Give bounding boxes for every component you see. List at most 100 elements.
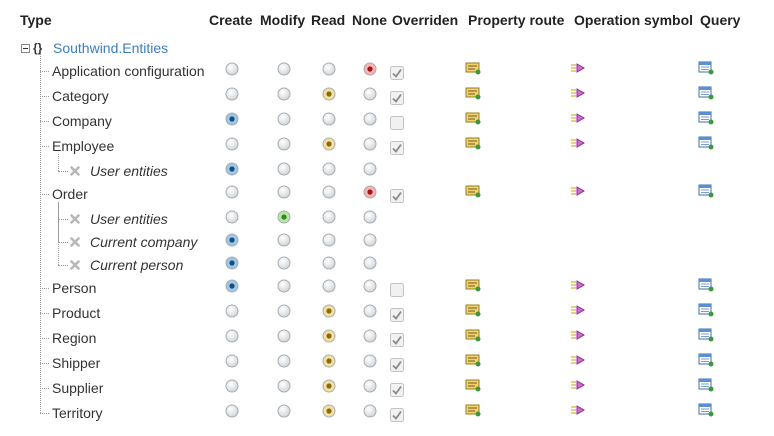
radio-modify[interactable] <box>277 210 291 224</box>
radio-create[interactable] <box>225 137 239 151</box>
property-route-icon[interactable] <box>465 353 481 367</box>
operation-symbol-icon[interactable] <box>570 278 586 292</box>
radio-none[interactable] <box>363 210 377 224</box>
query-icon[interactable] <box>698 184 714 198</box>
radio-modify[interactable] <box>277 137 291 151</box>
radio-read[interactable] <box>322 233 336 247</box>
radio-none[interactable] <box>363 112 377 126</box>
query-icon[interactable] <box>698 303 714 317</box>
query-icon[interactable] <box>698 403 714 417</box>
operation-symbol-icon[interactable] <box>570 111 586 125</box>
radio-create[interactable] <box>225 62 239 76</box>
radio-modify[interactable] <box>277 87 291 101</box>
property-route-icon[interactable] <box>465 303 481 317</box>
radio-create[interactable] <box>225 354 239 368</box>
radio-create[interactable] <box>225 379 239 393</box>
radio-read[interactable] <box>322 304 336 318</box>
query-icon[interactable] <box>698 378 714 392</box>
property-route-icon[interactable] <box>465 184 481 198</box>
query-icon[interactable] <box>698 111 714 125</box>
radio-none[interactable] <box>363 185 377 199</box>
query-icon[interactable] <box>698 278 714 292</box>
radio-modify[interactable] <box>277 279 291 293</box>
radio-read[interactable] <box>322 62 336 76</box>
radio-create[interactable] <box>225 112 239 126</box>
radio-modify[interactable] <box>277 233 291 247</box>
operation-symbol-icon[interactable] <box>570 328 586 342</box>
radio-none[interactable] <box>363 256 377 270</box>
property-route-icon[interactable] <box>465 61 481 75</box>
radio-create[interactable] <box>225 279 239 293</box>
radio-none[interactable] <box>363 62 377 76</box>
radio-read[interactable] <box>322 87 336 101</box>
radio-modify[interactable] <box>277 112 291 126</box>
row-label: Application configuration <box>52 63 205 79</box>
radio-read[interactable] <box>322 185 336 199</box>
radio-read[interactable] <box>322 354 336 368</box>
query-icon[interactable] <box>698 86 714 100</box>
query-icon[interactable] <box>698 328 714 342</box>
radio-read[interactable] <box>322 256 336 270</box>
query-icon[interactable] <box>698 61 714 75</box>
radio-none[interactable] <box>363 379 377 393</box>
property-route-icon[interactable] <box>465 111 481 125</box>
radio-create[interactable] <box>225 329 239 343</box>
radio-create[interactable] <box>225 404 239 418</box>
collapse-toggle[interactable] <box>20 43 30 53</box>
property-route-icon[interactable] <box>465 403 481 417</box>
operation-symbol-icon[interactable] <box>570 86 586 100</box>
property-route-icon[interactable] <box>465 378 481 392</box>
radio-none[interactable] <box>363 354 377 368</box>
radio-modify[interactable] <box>277 185 291 199</box>
radio-create[interactable] <box>225 162 239 176</box>
radio-none[interactable] <box>363 137 377 151</box>
operation-symbol-icon[interactable] <box>570 303 586 317</box>
operation-symbol-icon[interactable] <box>570 403 586 417</box>
radio-read[interactable] <box>322 404 336 418</box>
radio-none[interactable] <box>363 279 377 293</box>
radio-create[interactable] <box>225 233 239 247</box>
property-route-icon[interactable] <box>465 328 481 342</box>
radio-modify[interactable] <box>277 404 291 418</box>
tree-line <box>58 242 68 243</box>
radio-create[interactable] <box>225 185 239 199</box>
radio-modify[interactable] <box>277 329 291 343</box>
query-icon[interactable] <box>698 353 714 367</box>
radio-none[interactable] <box>363 404 377 418</box>
operation-symbol-icon[interactable] <box>570 353 586 367</box>
radio-read[interactable] <box>322 279 336 293</box>
query-icon[interactable] <box>698 136 714 150</box>
radio-none[interactable] <box>363 233 377 247</box>
operation-symbol-icon[interactable] <box>570 136 586 150</box>
radio-read[interactable] <box>322 379 336 393</box>
property-route-icon[interactable] <box>465 278 481 292</box>
radio-modify[interactable] <box>277 304 291 318</box>
radio-create[interactable] <box>225 210 239 224</box>
radio-read[interactable] <box>322 137 336 151</box>
radio-none[interactable] <box>363 329 377 343</box>
radio-modify[interactable] <box>277 354 291 368</box>
radio-none[interactable] <box>363 304 377 318</box>
radio-read[interactable] <box>322 210 336 224</box>
radio-create[interactable] <box>225 87 239 101</box>
radio-read[interactable] <box>322 112 336 126</box>
operation-symbol-icon[interactable] <box>570 378 586 392</box>
property-route-icon[interactable] <box>465 86 481 100</box>
radio-read[interactable] <box>322 329 336 343</box>
radio-modify[interactable] <box>277 379 291 393</box>
radio-create[interactable] <box>225 304 239 318</box>
operation-symbol-icon[interactable] <box>570 184 586 198</box>
radio-none[interactable] <box>363 87 377 101</box>
operation-symbol-icon[interactable] <box>570 61 586 75</box>
radio-modify[interactable] <box>277 162 291 176</box>
overriden-checkbox <box>390 358 404 372</box>
radio-modify[interactable] <box>277 62 291 76</box>
column-header: Query <box>700 12 741 28</box>
root-label[interactable]: Southwind.Entities <box>53 40 169 56</box>
radio-modify[interactable] <box>277 256 291 270</box>
radio-create[interactable] <box>225 256 239 270</box>
property-route-icon[interactable] <box>465 136 481 150</box>
radio-read[interactable] <box>322 162 336 176</box>
radio-none[interactable] <box>363 162 377 176</box>
